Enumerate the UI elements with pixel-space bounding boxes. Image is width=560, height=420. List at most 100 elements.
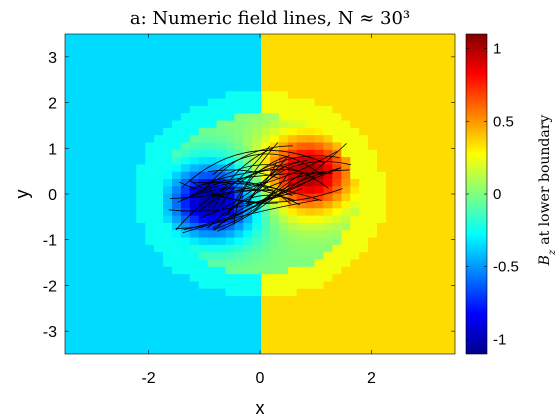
heatmap-cell [127, 310, 137, 319]
heatmap-cell [385, 324, 396, 333]
heatmap-cell [145, 39, 155, 48]
heatmap-cell [171, 302, 182, 311]
field-line [202, 172, 333, 186]
heatmap-cell [225, 185, 235, 194]
heatmap-cell [412, 98, 423, 106]
heatmap-cell [403, 149, 414, 158]
heatmap-cell [171, 90, 182, 99]
colorbar-tick-label: -1 [493, 331, 506, 348]
heatmap-cell [109, 317, 120, 326]
heatmap-cell [278, 171, 289, 180]
heatmap-cell [368, 156, 378, 165]
heatmap-cell [341, 288, 351, 297]
heatmap-cell [65, 236, 75, 245]
heatmap-cell [82, 46, 93, 55]
heatmap-cell [180, 229, 191, 238]
heatmap-cell [430, 273, 440, 282]
heatmap-cell [136, 288, 146, 297]
heatmap-cell [368, 185, 378, 194]
heatmap-cell [385, 46, 396, 55]
heatmap-cell [359, 229, 369, 238]
heatmap-cell [314, 119, 325, 128]
heatmap-cell [305, 339, 316, 348]
heatmap-cell [359, 236, 369, 245]
heatmap-cell [359, 258, 369, 267]
heatmap-cell [136, 266, 146, 275]
heatmap-cell [448, 317, 455, 326]
heatmap-cell [448, 105, 455, 114]
heatmap-cell [305, 200, 316, 209]
heatmap-cell [305, 34, 316, 41]
heatmap-cell [243, 273, 253, 282]
heatmap-cell [430, 149, 440, 158]
heatmap-cell [296, 317, 307, 326]
heatmap-cell [368, 317, 378, 326]
heatmap-cell [394, 54, 405, 63]
heatmap-cell [403, 280, 414, 289]
heatmap-cell [127, 98, 137, 106]
heatmap-cell [154, 302, 164, 311]
heatmap-cell [100, 317, 111, 326]
heatmap-cell [350, 156, 360, 165]
heatmap-cell [296, 76, 307, 84]
heatmap-cell [91, 46, 102, 55]
heatmap-cell [207, 171, 218, 180]
heatmap-cell [287, 46, 298, 55]
heatmap-cell [145, 251, 155, 260]
heatmap-cell [270, 302, 280, 311]
heatmap-cell [82, 324, 93, 333]
heatmap-cell [359, 280, 369, 289]
heatmap-cell [252, 302, 262, 311]
heatmap-cell [207, 61, 218, 70]
heatmap-cell [145, 76, 155, 84]
heatmap-cell [189, 258, 200, 267]
heatmap-cell [421, 302, 432, 311]
heatmap-cell [305, 346, 316, 354]
heatmap-cell [448, 39, 455, 48]
heatmap-cell [439, 156, 449, 165]
heatmap-cell [368, 302, 378, 311]
heatmap-cell [180, 171, 191, 180]
heatmap-cell [270, 83, 280, 92]
heatmap-cell [243, 222, 253, 231]
heatmap-cell [314, 266, 325, 275]
heatmap-cell [359, 39, 369, 48]
heatmap-cell [377, 244, 387, 253]
heatmap-cell [359, 171, 369, 180]
heatmap-cell [91, 251, 102, 260]
heatmap-cell [198, 346, 209, 354]
heatmap-cell [350, 229, 360, 238]
heatmap-cell [341, 171, 351, 180]
heatmap-cell [127, 193, 137, 201]
heatmap-cell [171, 61, 182, 70]
heatmap-cell [171, 324, 182, 333]
field-line [168, 176, 316, 212]
heatmap-cell [412, 346, 423, 354]
heatmap-cell [421, 134, 432, 143]
heatmap-cell [287, 273, 298, 282]
heatmap-cell [234, 222, 244, 231]
heatmap-cell [287, 332, 298, 340]
heatmap-cell [100, 76, 111, 84]
heatmap-cell [136, 46, 146, 55]
heatmap-cell [118, 317, 128, 326]
heatmap-cell [359, 178, 369, 187]
heatmap-cell [154, 156, 164, 165]
heatmap-cell [91, 244, 102, 253]
heatmap-cell [207, 200, 218, 209]
heatmap-cell [225, 207, 235, 216]
heatmap-cell [368, 61, 378, 70]
heatmap-cell [189, 302, 200, 311]
heatmap-cell [234, 302, 244, 311]
heatmap-cell [91, 83, 102, 92]
heatmap-cell [216, 266, 227, 275]
heatmap-cell [368, 83, 378, 92]
heatmap-cell [243, 302, 253, 311]
heatmap-cell [368, 90, 378, 99]
heatmap-cell [394, 222, 405, 231]
heatmap-cell [278, 295, 289, 304]
heatmap-cell [359, 332, 369, 340]
heatmap-cell [136, 280, 146, 289]
heatmap-cell [73, 39, 84, 48]
heatmap-cell [385, 171, 396, 180]
